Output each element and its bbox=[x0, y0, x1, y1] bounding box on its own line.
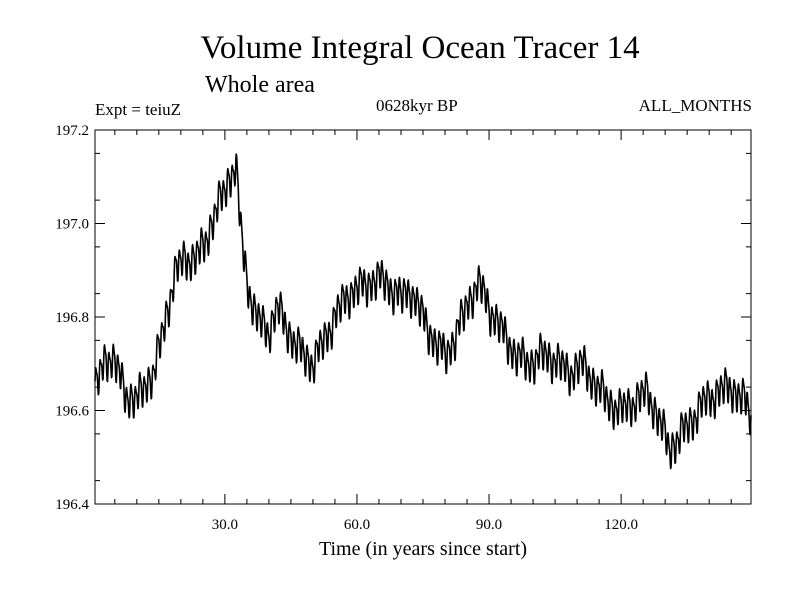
x-tick-label: 120.0 bbox=[604, 517, 638, 533]
series-line bbox=[94, 153, 752, 470]
y-tick-label: 196.4 bbox=[55, 497, 89, 513]
experiment-label: Expt = teiuZ bbox=[95, 100, 182, 119]
x-tick-label: 30.0 bbox=[212, 517, 238, 533]
chart-subtitle: Whole area bbox=[205, 72, 315, 98]
y-tick-label: 197.0 bbox=[55, 217, 89, 233]
tick-labels: 196.4 196.6 196.8 197.0 197.2 30.0 60.0 90.0 120… bbox=[55, 123, 638, 533]
y-tick-label: 196.6 bbox=[55, 404, 89, 420]
y-tick-label: 197.2 bbox=[55, 123, 89, 139]
x-tick-label: 90.0 bbox=[476, 517, 502, 533]
chart-title: Volume Integral Ocean Tracer 14 bbox=[200, 30, 640, 66]
x-axis-label: Time (in years since start) bbox=[318, 538, 528, 560]
plot-frame bbox=[94, 129, 752, 505]
period-label: 0628kyr BP bbox=[376, 96, 458, 115]
x-tick-label: 60.0 bbox=[344, 517, 370, 533]
months-label: ALL_MONTHS bbox=[638, 96, 752, 115]
y-tick-label: 196.8 bbox=[55, 310, 89, 326]
